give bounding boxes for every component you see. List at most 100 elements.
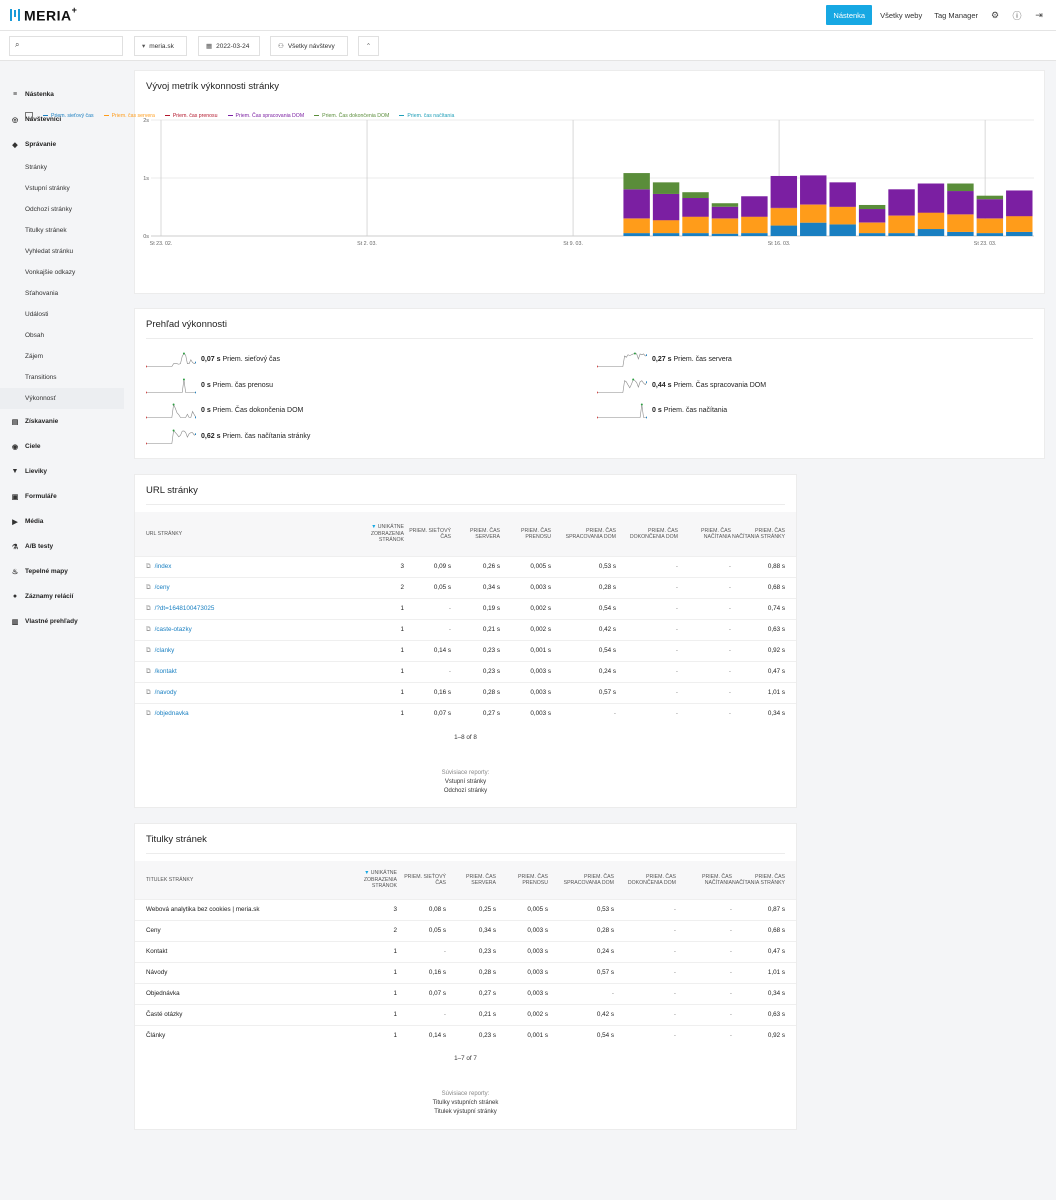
external-link-icon[interactable]: ⧉	[146, 667, 151, 675]
column-header-metric[interactable]: PRIEM. ČAS SPRACOVANIA DOM	[548, 861, 614, 899]
chart-bar-segment[interactable]	[711, 206, 739, 219]
chart-bar-segment[interactable]	[711, 233, 739, 236]
site-selector[interactable]: ▾ meria.sk	[134, 36, 187, 56]
external-link-icon[interactable]: ⧉	[146, 604, 151, 612]
sidebar-subitem-transitions[interactable]: Transitions	[25, 374, 57, 381]
url-link[interactable]: ⧉/navody	[146, 689, 355, 697]
performance-metric-row[interactable]: 0,07 s Priem. sieťový čas	[146, 350, 280, 368]
sidebar-item-session-recordings[interactable]: ● Záznamy relácií	[0, 584, 124, 609]
sidebar-subitem-downloads[interactable]: Sťahovania	[25, 290, 59, 297]
sidebar-item-ab-tests[interactable]: ⚗ A/B testy	[0, 534, 124, 559]
external-link-icon[interactable]: ⧉	[146, 646, 151, 654]
chart-bar-segment[interactable]	[858, 209, 886, 223]
chart-bar-segment[interactable]	[623, 173, 650, 190]
sidebar-item-heatmaps[interactable]: ♨ Tepelné mapy	[0, 559, 124, 584]
legend-item[interactable]: Priem. Čas spracovania DOM	[227, 113, 304, 119]
related-report-link[interactable]: Titulek výstupní stránky	[434, 1109, 497, 1115]
column-header-metric[interactable]: PRIEM. ČAS NAČÍTANIA STRÁNKY	[731, 512, 796, 556]
legend-item[interactable]: Priem. čas prenosu	[164, 113, 218, 119]
column-header-metric[interactable]: PRIEM. ČAS DOKONČENIA DOM	[614, 861, 676, 899]
external-link-icon[interactable]: ⧉	[146, 688, 151, 696]
related-report-link[interactable]: Vstupní stránky	[444, 779, 487, 785]
table-row[interactable]: Články 1 0,14 s 0,23 s 0,001 s 0,54 s - - 0,92 s	[135, 1024, 796, 1046]
url-link[interactable]: ⧉/?dt=1648100473025	[146, 605, 355, 613]
chart-bar-segment[interactable]	[976, 199, 1004, 219]
dashboard-button[interactable]: Nástenka	[826, 5, 873, 25]
sidebar-subitem-entry-pages[interactable]: Vstupní stránky	[25, 185, 70, 192]
sidebar-subitem-outlinks[interactable]: Vonkajšie odkazy	[25, 269, 76, 276]
table-row[interactable]: ⧉/?dt=1648100473025 1 - 0,19 s 0,002 s 0,54 s…	[135, 597, 796, 619]
sidebar-item-funnels[interactable]: ▼ Lieviky	[0, 459, 124, 484]
column-header-metric[interactable]: PRIEM. ČAS SERVERA	[446, 861, 496, 899]
chart-bar-segment[interactable]	[888, 215, 915, 234]
sidebar-subitem-contents[interactable]: Obsah	[25, 332, 45, 339]
table-row[interactable]: ⧉/caste-otazky 1 - 0,21 s 0,002 s 0,42 s - - 0,6…	[135, 618, 796, 640]
chart-bar-segment[interactable]	[829, 182, 856, 207]
external-link-icon[interactable]: ⧉	[146, 625, 151, 633]
table-row[interactable]: ⧉/clanky 1 0,14 s 0,23 s 0,001 s 0,54 s - - 0,92…	[135, 639, 796, 661]
table-row[interactable]: ⧉/index 3 0,09 s 0,26 s 0,005 s 0,53 s - - 0,88 …	[135, 555, 796, 577]
external-link-icon[interactable]: ⧉	[146, 562, 151, 570]
chart-bar-segment[interactable]	[976, 233, 1004, 236]
chart-bar-segment[interactable]	[652, 193, 680, 221]
chart-bar-segment[interactable]	[770, 175, 798, 208]
column-header-label[interactable]: URL STRÁNKY	[135, 512, 355, 556]
column-header-metric[interactable]: PRIEM. ČAS PRENOSU	[500, 512, 551, 556]
table-row[interactable]: Objednávka 1 0,07 s 0,27 s 0,003 s - - - 0,34 s	[135, 982, 796, 1004]
sidebar-subitem-site-search[interactable]: Vyhledat stránku	[25, 248, 74, 255]
chart-bar-segment[interactable]	[917, 183, 945, 213]
legend-item[interactable]: Priem. čas servera	[103, 113, 155, 119]
related-report-link[interactable]: Titulky vstupních stránek	[432, 1100, 499, 1106]
chart-bar-segment[interactable]	[800, 204, 827, 223]
all-sites-link[interactable]: Všetky weby	[880, 10, 923, 20]
url-link[interactable]: ⧉/objednavka	[146, 710, 355, 718]
chart-bar-segment[interactable]	[976, 218, 1004, 234]
column-header-metric[interactable]: PRIEM. SIEŤOVÝ ČAS	[397, 861, 446, 899]
column-header-metric[interactable]: PRIEM. ČAS NAČÍTANIA	[676, 861, 732, 899]
chart-bar-segment[interactable]	[741, 196, 768, 217]
column-header-metric[interactable]: PRIEM. ČAS SPRACOVANIA DOM	[551, 512, 616, 556]
sidebar-item-forms[interactable]: ▣ Formuláře	[0, 484, 124, 509]
chart-bar-segment[interactable]	[917, 212, 945, 230]
column-header-metric[interactable]: PRIEM. ČAS SERVERA	[451, 512, 500, 556]
sidebar-subitem-exit-pages[interactable]: Odchozí stránky	[25, 206, 72, 213]
url-link[interactable]: ⧉/caste-otazky	[146, 626, 355, 634]
sidebar-item-behavior[interactable]: ◆ Správanie	[0, 132, 124, 157]
chart-bar-segment[interactable]	[947, 183, 974, 192]
column-header-metric[interactable]: PRIEM. ČAS NAČÍTANIA	[678, 512, 731, 556]
sidebar-subitem-page-titles[interactable]: Titulky stránek	[25, 227, 67, 234]
column-header-metric[interactable]: PRIEM. SIEŤOVÝ ČAS	[404, 512, 451, 556]
table-row[interactable]: ⧉/navody 1 0,16 s 0,28 s 0,003 s 0,57 s - - 1,01…	[135, 681, 796, 703]
chart-bar-segment[interactable]	[800, 222, 827, 236]
table-row[interactable]: Kontakt 1 - 0,23 s 0,003 s 0,24 s - - 0,47 s	[135, 940, 796, 962]
search-input[interactable]: ⌕	[9, 36, 123, 56]
chart-bar-segment[interactable]	[652, 233, 680, 236]
logout-icon[interactable]: ⇥	[1035, 9, 1043, 20]
chart-bar-segment[interactable]	[623, 233, 650, 236]
chart-bar-segment[interactable]	[829, 224, 856, 236]
chart-bar-segment[interactable]	[888, 189, 915, 216]
sidebar-item-acquisition[interactable]: ▤ Získavanie	[0, 409, 124, 434]
gear-icon[interactable]: ⚙	[990, 9, 1000, 20]
sidebar-item-dashboard[interactable]: ≡ Nástenka	[0, 82, 124, 107]
chart-bar-segment[interactable]	[947, 214, 974, 232]
legend-item[interactable]: Priem. čas načítania	[399, 113, 454, 119]
external-link-icon[interactable]: ⧉	[146, 709, 151, 717]
table-row[interactable]: ⧉/ceny 2 0,05 s 0,34 s 0,003 s 0,28 s - - 0,68 s	[135, 576, 796, 598]
url-link[interactable]: ⧉/kontakt	[146, 668, 355, 676]
segment-selector[interactable]: ⚇ Všetky návštevy	[270, 36, 348, 56]
chart-bar-segment[interactable]	[858, 222, 886, 234]
performance-metric-row[interactable]: 0 s Priem. čas načítania	[597, 401, 727, 419]
chart-bar-segment[interactable]	[1006, 190, 1033, 216]
chart-bar-segment[interactable]	[858, 233, 886, 236]
chart-bar-segment[interactable]	[858, 204, 886, 210]
table-row[interactable]: Návody 1 0,16 s 0,28 s 0,003 s 0,57 s - - 1,01 s	[135, 961, 796, 983]
sidebar-item-visitors[interactable]: ◎ Návštevníci	[0, 107, 124, 132]
chart-bar-segment[interactable]	[623, 218, 650, 234]
sidebar-subitem-events[interactable]: Události	[25, 311, 49, 318]
chart-bar-segment[interactable]	[829, 207, 856, 225]
legend-item[interactable]: Priem. sieťový čas	[43, 113, 94, 119]
performance-metric-row[interactable]: 0 s Priem. Čas dokončenia DOM	[146, 401, 303, 419]
chart-bar-segment[interactable]	[1006, 216, 1033, 232]
legend-item[interactable]: Priem. Čas dokončenia DOM	[314, 113, 389, 119]
